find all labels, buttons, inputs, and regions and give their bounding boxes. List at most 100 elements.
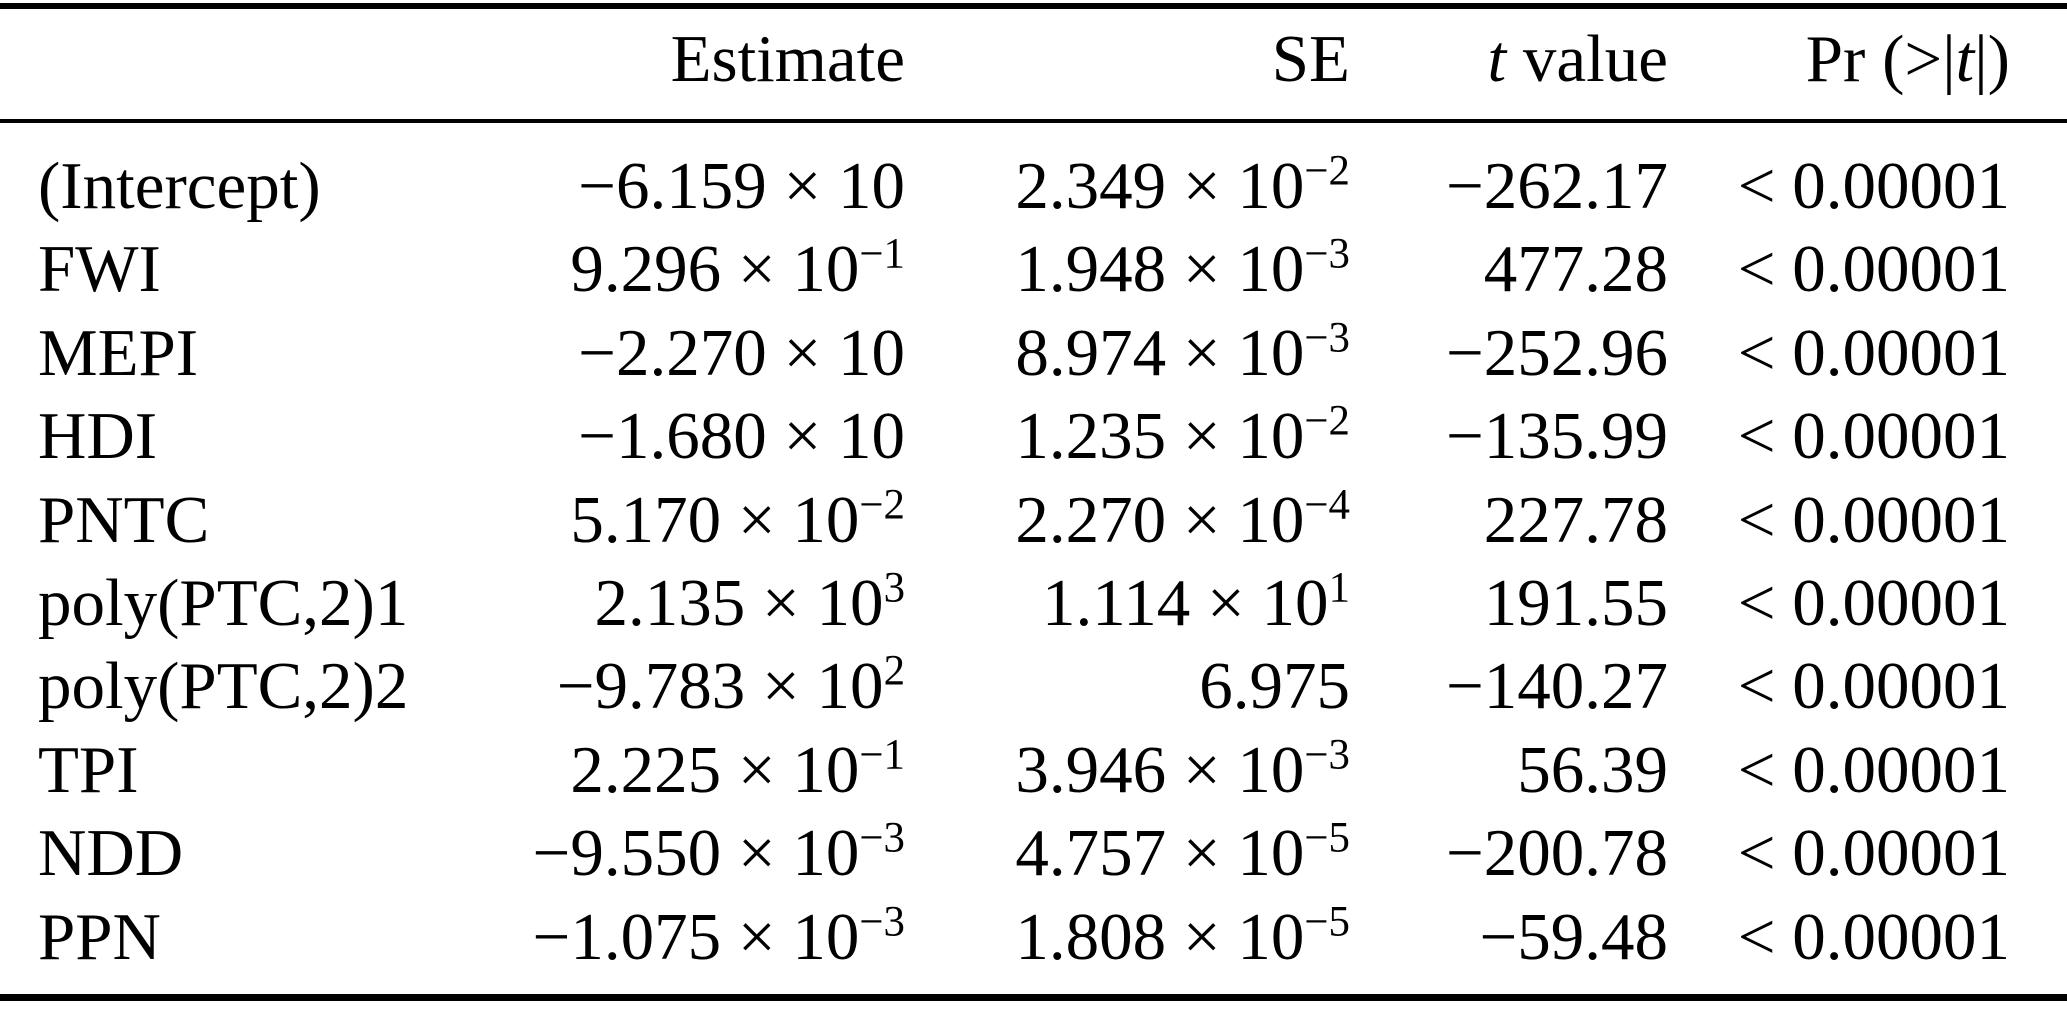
exponent: −1 — [859, 230, 905, 278]
cell-pr: < 0.00001 — [1668, 145, 2010, 228]
text: −252.96 — [1445, 315, 1668, 390]
table-body: (Intercept) −6.159 × 10 2.349 × 10−2 −262.1… — [0, 145, 2067, 979]
cell-term: MEPI — [38, 312, 438, 395]
text: Estimate — [670, 22, 905, 96]
header-cell-t-value: t value — [1350, 9, 1668, 119]
text: 227.78 — [1483, 482, 1668, 557]
text: < 0.00001 — [1737, 816, 2010, 891]
cell-se: 1.808 × 10−5 — [905, 896, 1350, 979]
text: 1.808 × 10 — [1015, 899, 1305, 974]
cell-se: 8.974 × 10−3 — [905, 312, 1350, 395]
exponent: 3 — [883, 564, 905, 612]
text: < 0.00001 — [1737, 565, 2010, 640]
text: 477.28 — [1483, 232, 1668, 307]
cell-t-value: 477.28 — [1350, 228, 1668, 311]
cell-pr: < 0.00001 — [1668, 896, 2010, 979]
cell-term: PPN — [38, 896, 438, 979]
exponent: −2 — [1304, 147, 1350, 195]
text: 4.757 × 10 — [1015, 816, 1305, 891]
text: Pr (>| — [1805, 22, 1956, 96]
header-cell-estimate: Estimate — [438, 9, 905, 119]
text: < 0.00001 — [1737, 315, 2010, 390]
text: −9.550 × 10 — [532, 816, 860, 891]
text: −59.48 — [1479, 899, 1668, 974]
cell-term: HDI — [38, 395, 438, 478]
text: poly(PTC,2)1 — [38, 565, 409, 640]
text: −200.78 — [1445, 816, 1668, 891]
table-row: PPN −1.075 × 10−3 1.808 × 10−5 −59.48 < 0.00… — [0, 896, 2067, 979]
text: 3.946 × 10 — [1015, 732, 1305, 807]
table-row: HDI −1.680 × 10 1.235 × 10−2 −135.99 < 0.000… — [0, 395, 2067, 478]
exponent: 1 — [1328, 564, 1350, 612]
text: MEPI — [38, 315, 199, 390]
text: < 0.00001 — [1737, 399, 2010, 474]
cell-pr: < 0.00001 — [1668, 312, 2010, 395]
text: 2.270 × 10 — [1015, 482, 1305, 557]
cell-pr: < 0.00001 — [1668, 645, 2010, 728]
exponent: −2 — [1304, 397, 1350, 445]
cell-t-value: −135.99 — [1350, 395, 1668, 478]
text: 8.974 × 10 — [1015, 315, 1305, 390]
text: −140.27 — [1445, 649, 1668, 724]
cell-estimate: 2.225 × 10−1 — [438, 729, 905, 812]
exponent: −3 — [1304, 314, 1350, 362]
cell-term: poly(PTC,2)1 — [38, 562, 438, 645]
text: NDD — [38, 816, 184, 891]
cell-pr: < 0.00001 — [1668, 395, 2010, 478]
exponent: −3 — [1304, 731, 1350, 779]
cell-term: (Intercept) — [38, 145, 438, 228]
header-cell-term — [38, 9, 438, 119]
exponent: −3 — [859, 897, 905, 945]
table-header-row: Estimate SE t value Pr (>|t|) — [0, 9, 2067, 119]
cell-term: NDD — [38, 812, 438, 895]
table-row: TPI 2.225 × 10−1 3.946 × 10−3 56.39 < 0.0000… — [0, 729, 2067, 812]
cell-se: 2.349 × 10−2 — [905, 145, 1350, 228]
text: 56.39 — [1517, 732, 1668, 807]
cell-pr: < 0.00001 — [1668, 812, 2010, 895]
text: 1.948 × 10 — [1015, 232, 1305, 307]
header-separator-rule — [0, 119, 2067, 123]
text: −2.270 × 10 — [578, 315, 905, 390]
cell-se: 3.946 × 10−3 — [905, 729, 1350, 812]
cell-t-value: 56.39 — [1350, 729, 1668, 812]
cell-estimate: −6.159 × 10 — [438, 145, 905, 228]
cell-estimate: 5.170 × 10−2 — [438, 479, 905, 562]
text: 191.55 — [1483, 565, 1668, 640]
cell-estimate: −9.783 × 102 — [438, 645, 905, 728]
cell-t-value: −252.96 — [1350, 312, 1668, 395]
cell-term: TPI — [38, 729, 438, 812]
text: < 0.00001 — [1737, 649, 2010, 724]
text: −6.159 × 10 — [578, 149, 905, 223]
cell-estimate: 9.296 × 10−1 — [438, 228, 905, 311]
cell-se: 1.235 × 10−2 — [905, 395, 1350, 478]
text: 1.235 × 10 — [1015, 399, 1305, 474]
cell-term: poly(PTC,2)2 — [38, 645, 438, 728]
italic-text: t — [1955, 22, 1975, 96]
text: PNTC — [38, 482, 210, 557]
cell-estimate: −1.680 × 10 — [438, 395, 905, 478]
text: −135.99 — [1445, 399, 1668, 474]
text: PPN — [38, 899, 161, 974]
cell-estimate: −2.270 × 10 — [438, 312, 905, 395]
text: |) — [1974, 22, 2010, 96]
table-row: poly(PTC,2)1 2.135 × 103 1.114 × 101 191.55… — [0, 562, 2067, 645]
text: 6.975 — [1199, 649, 1350, 724]
text: 2.135 × 10 — [594, 565, 884, 640]
cell-t-value: −59.48 — [1350, 896, 1668, 979]
text: 5.170 × 10 — [570, 482, 860, 557]
cell-term: PNTC — [38, 479, 438, 562]
cell-estimate: −9.550 × 10−3 — [438, 812, 905, 895]
exponent: −1 — [859, 731, 905, 779]
cell-se: 4.757 × 10−5 — [905, 812, 1350, 895]
table-row: NDD −9.550 × 10−3 4.757 × 10−5 −200.78 < 0.0… — [0, 812, 2067, 895]
text: 2.349 × 10 — [1015, 149, 1305, 223]
text: TPI — [38, 732, 139, 807]
cell-term: FWI — [38, 228, 438, 311]
cell-t-value: 191.55 — [1350, 562, 1668, 645]
text: 1.114 × 10 — [1042, 565, 1329, 640]
table-top-rule — [0, 3, 2067, 9]
cell-pr: < 0.00001 — [1668, 729, 2010, 812]
cell-pr: < 0.00001 — [1668, 562, 2010, 645]
exponent: −5 — [1304, 814, 1350, 862]
exponent: 2 — [883, 647, 905, 695]
